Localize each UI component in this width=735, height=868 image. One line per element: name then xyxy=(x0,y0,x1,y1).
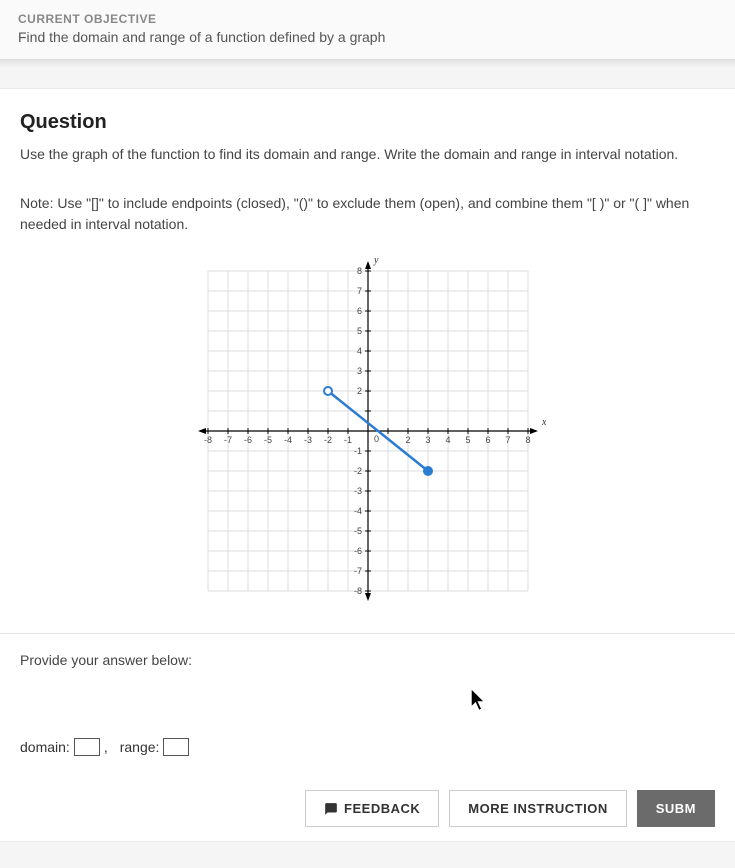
answer-prompt: Provide your answer below: xyxy=(20,634,715,738)
graph-container: -8 -7 -6 -5 -4 -3 -2 -1 0 2 3 4 5 6 7 8 8 7 6 5 4 3 2 -1 -2 -3 -4 -… xyxy=(20,253,715,609)
svg-text:0: 0 xyxy=(374,434,379,444)
question-note: Note: Use "[]" to include endpoints (clo… xyxy=(20,193,715,235)
svg-text:-8: -8 xyxy=(203,435,211,445)
objective-label: CURRENT OBJECTIVE xyxy=(18,12,717,26)
question-card: Question Use the graph of the function t… xyxy=(0,88,735,842)
svg-text:-5: -5 xyxy=(263,435,271,445)
svg-text:7: 7 xyxy=(505,435,510,445)
answer-row: domain: , range: xyxy=(20,738,715,780)
domain-label: domain: xyxy=(20,739,70,755)
svg-text:2: 2 xyxy=(405,435,410,445)
svg-text:-4: -4 xyxy=(283,435,291,445)
svg-text:3: 3 xyxy=(425,435,430,445)
svg-text:-5: -5 xyxy=(353,526,361,536)
svg-text:6: 6 xyxy=(485,435,490,445)
objective-header: CURRENT OBJECTIVE Find the domain and ra… xyxy=(0,0,735,60)
button-bar: FEEDBACK MORE INSTRUCTION SUBM xyxy=(20,780,715,841)
svg-text:-3: -3 xyxy=(353,486,361,496)
question-heading: Question xyxy=(20,111,715,134)
svg-text:-6: -6 xyxy=(243,435,251,445)
svg-text:-8: -8 xyxy=(353,586,361,596)
feedback-label: FEEDBACK xyxy=(344,801,420,816)
svg-text:8: 8 xyxy=(525,435,530,445)
svg-text:8: 8 xyxy=(356,266,361,276)
svg-text:4: 4 xyxy=(445,435,450,445)
svg-text:5: 5 xyxy=(465,435,470,445)
more-instruction-label: MORE INSTRUCTION xyxy=(468,801,607,816)
submit-label: SUBM xyxy=(656,801,696,816)
chat-icon xyxy=(324,802,338,816)
more-instruction-button[interactable]: MORE INSTRUCTION xyxy=(449,790,626,827)
svg-text:-1: -1 xyxy=(343,435,351,445)
svg-text:-7: -7 xyxy=(223,435,231,445)
objective-text: Find the domain and range of a function … xyxy=(18,29,717,45)
svg-text:-3: -3 xyxy=(303,435,311,445)
svg-text:x: x xyxy=(541,417,546,428)
shadow-divider xyxy=(0,60,735,68)
submit-button[interactable]: SUBM xyxy=(637,790,715,827)
svg-text:7: 7 xyxy=(356,286,361,296)
function-graph: -8 -7 -6 -5 -4 -3 -2 -1 0 2 3 4 5 6 7 8 8 7 6 5 4 3 2 -1 -2 -3 -4 -… xyxy=(190,253,546,609)
svg-text:-2: -2 xyxy=(353,466,361,476)
svg-text:5: 5 xyxy=(356,326,361,336)
svg-text:y: y xyxy=(373,255,379,266)
feedback-button[interactable]: FEEDBACK xyxy=(305,790,439,827)
svg-text:-7: -7 xyxy=(353,566,361,576)
domain-input[interactable] xyxy=(74,738,100,756)
svg-text:-2: -2 xyxy=(323,435,331,445)
svg-text:6: 6 xyxy=(356,306,361,316)
svg-text:-4: -4 xyxy=(353,506,361,516)
range-input[interactable] xyxy=(163,738,189,756)
svg-text:2: 2 xyxy=(356,386,361,396)
svg-text:4: 4 xyxy=(356,346,361,356)
answer-separator: , xyxy=(104,739,108,755)
question-body: Use the graph of the function to find it… xyxy=(20,144,715,165)
svg-text:3: 3 xyxy=(356,366,361,376)
svg-text:-6: -6 xyxy=(353,546,361,556)
range-label: range: xyxy=(120,739,160,755)
svg-text:-1: -1 xyxy=(353,446,361,456)
